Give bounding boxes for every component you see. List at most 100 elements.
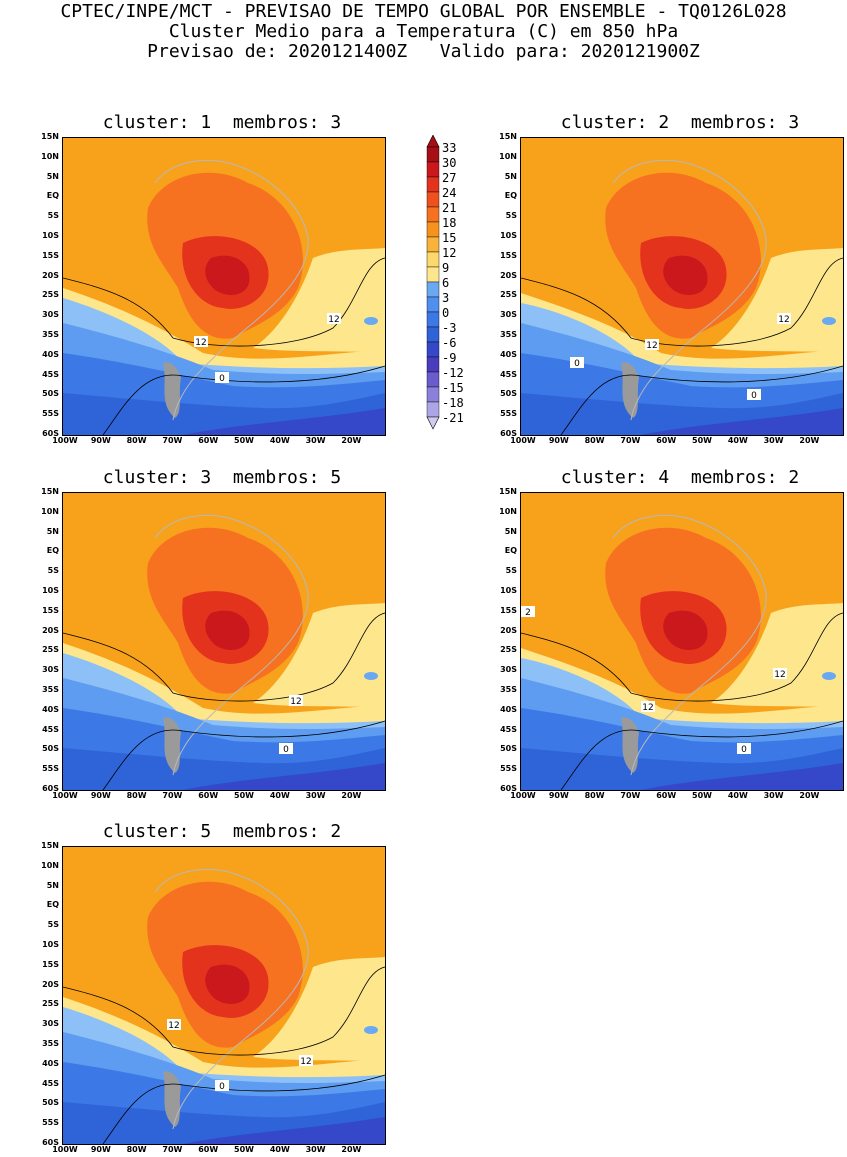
field-27-30 bbox=[663, 255, 708, 295]
contour-label: 12 bbox=[289, 695, 303, 707]
field-12-15-tongue bbox=[253, 248, 385, 353]
lat-label: 15N bbox=[499, 132, 517, 141]
map-panel-cluster-4: 12 12 0 2 bbox=[520, 492, 844, 791]
lat-label: 10S bbox=[500, 586, 517, 595]
colorbar-label: 21 bbox=[442, 201, 457, 215]
field-12-15-tongue bbox=[711, 248, 843, 353]
contour-label: 12 bbox=[194, 336, 208, 348]
contour-0 bbox=[560, 720, 843, 790]
field-6-9-blob bbox=[822, 672, 836, 680]
lon-label: 100W bbox=[510, 791, 536, 800]
contour-label: 12 bbox=[641, 701, 655, 713]
lon-label: 40W bbox=[269, 791, 290, 800]
colorbar-segment bbox=[426, 311, 440, 328]
lat-label: 45S bbox=[42, 1078, 59, 1088]
lon-label: 40W bbox=[269, 1145, 290, 1154]
lon-label: 60W bbox=[656, 791, 677, 800]
contour-label: 12 bbox=[773, 668, 787, 680]
contour-0 bbox=[102, 720, 385, 790]
lat-label: 35S bbox=[42, 685, 59, 694]
lat-label: EQ bbox=[46, 546, 59, 556]
lon-label: 100W bbox=[510, 436, 536, 445]
svg-text:2: 2 bbox=[525, 608, 531, 618]
lat-label: 35S bbox=[42, 1039, 59, 1048]
field-minus6-minus3 bbox=[183, 1117, 385, 1144]
panel-title: cluster: 4 membros: 2 bbox=[560, 467, 800, 488]
lat-label: 15S bbox=[42, 605, 59, 615]
lat-label: 35S bbox=[500, 685, 517, 694]
lat-label: 10S bbox=[500, 231, 517, 240]
svg-text:0: 0 bbox=[751, 391, 757, 401]
lat-label: 40S bbox=[42, 349, 59, 359]
lon-label: 40W bbox=[727, 436, 748, 445]
lat-label: 5S bbox=[47, 566, 59, 576]
lon-label: 60W bbox=[198, 1145, 219, 1154]
lon-label: 40W bbox=[727, 791, 748, 800]
colorbar-segment bbox=[426, 326, 440, 343]
field-27-30 bbox=[663, 610, 708, 650]
lon-label: 100W bbox=[52, 1145, 78, 1154]
field-minus6-minus3 bbox=[641, 763, 843, 790]
lat-label: 50S bbox=[500, 744, 517, 754]
lat-label: 15S bbox=[500, 605, 517, 615]
lat-label: 50S bbox=[42, 389, 59, 399]
lat-label: 50S bbox=[500, 389, 517, 399]
lat-label: 10N bbox=[499, 151, 517, 161]
lon-label: 70W bbox=[162, 1145, 183, 1154]
lat-label: 40S bbox=[500, 704, 517, 714]
lat-label: 25S bbox=[42, 290, 59, 300]
colorbar-segment bbox=[426, 236, 440, 253]
lon-label: 80W bbox=[126, 791, 147, 800]
lon-label: 80W bbox=[126, 1145, 147, 1154]
contour-label: 2 bbox=[521, 606, 535, 618]
lon-label: 80W bbox=[126, 436, 147, 445]
colorbar-label: 27 bbox=[442, 171, 457, 185]
lat-label: 20S bbox=[42, 270, 59, 280]
contour-12 bbox=[63, 966, 385, 1056]
field-27-30 bbox=[205, 255, 250, 295]
colorbar-segment bbox=[426, 266, 440, 283]
contour-12 bbox=[521, 612, 843, 702]
lon-label: 90W bbox=[548, 436, 569, 445]
header-title-line1: CPTEC/INPE/MCT - PREVISAO DE TEMPO GLOBA… bbox=[60, 1, 787, 22]
lon-label: 60W bbox=[198, 791, 219, 800]
lat-label: 55S bbox=[500, 409, 517, 419]
svg-text:12: 12 bbox=[778, 315, 789, 325]
lat-label: 5N bbox=[46, 171, 59, 181]
contour-label: 12 bbox=[299, 1055, 313, 1067]
map-panel-cluster-1: 12 12 0 bbox=[62, 137, 386, 436]
colorbar-label: -12 bbox=[442, 366, 464, 380]
field-minus6-minus3 bbox=[183, 408, 385, 435]
lon-label: 100W bbox=[52, 436, 78, 445]
lon-label: 60W bbox=[198, 436, 219, 445]
field-6-9-blob bbox=[822, 317, 836, 325]
lat-label: 15N bbox=[41, 132, 59, 141]
lon-label: 20W bbox=[341, 791, 362, 800]
panel-title: cluster: 2 membros: 3 bbox=[560, 112, 800, 133]
field-27-30 bbox=[205, 610, 250, 650]
lat-label: EQ bbox=[46, 191, 59, 201]
contour-label: 0 bbox=[747, 389, 761, 401]
colorbar-label: 9 bbox=[442, 261, 450, 275]
land-patagonia bbox=[621, 362, 639, 418]
lon-label: 50W bbox=[234, 436, 254, 445]
header-title-line3: Previsao de: 2020121400Z Valido para: 20… bbox=[147, 41, 700, 62]
lat-label: 5S bbox=[505, 566, 517, 576]
colorbar-label: 33 bbox=[442, 141, 457, 155]
lat-label: 60S bbox=[500, 429, 517, 438]
svg-text:12: 12 bbox=[195, 338, 206, 348]
lon-label: 50W bbox=[692, 791, 712, 800]
lat-label: 25S bbox=[500, 290, 517, 300]
lat-label: 40S bbox=[42, 704, 59, 714]
colorbar-scale bbox=[426, 135, 440, 430]
lat-label: 40S bbox=[42, 1058, 59, 1068]
lon-label: 90W bbox=[548, 791, 569, 800]
field-minus6-minus3 bbox=[641, 408, 843, 435]
lat-label: 5N bbox=[504, 171, 517, 181]
lat-label: 45S bbox=[42, 369, 59, 379]
colorbar-label: 0 bbox=[442, 306, 450, 320]
colorbar-bottom-arrow bbox=[426, 416, 440, 430]
lat-label: 30S bbox=[500, 665, 517, 675]
lat-label: 45S bbox=[42, 724, 59, 734]
lat-label: 20S bbox=[500, 625, 517, 635]
